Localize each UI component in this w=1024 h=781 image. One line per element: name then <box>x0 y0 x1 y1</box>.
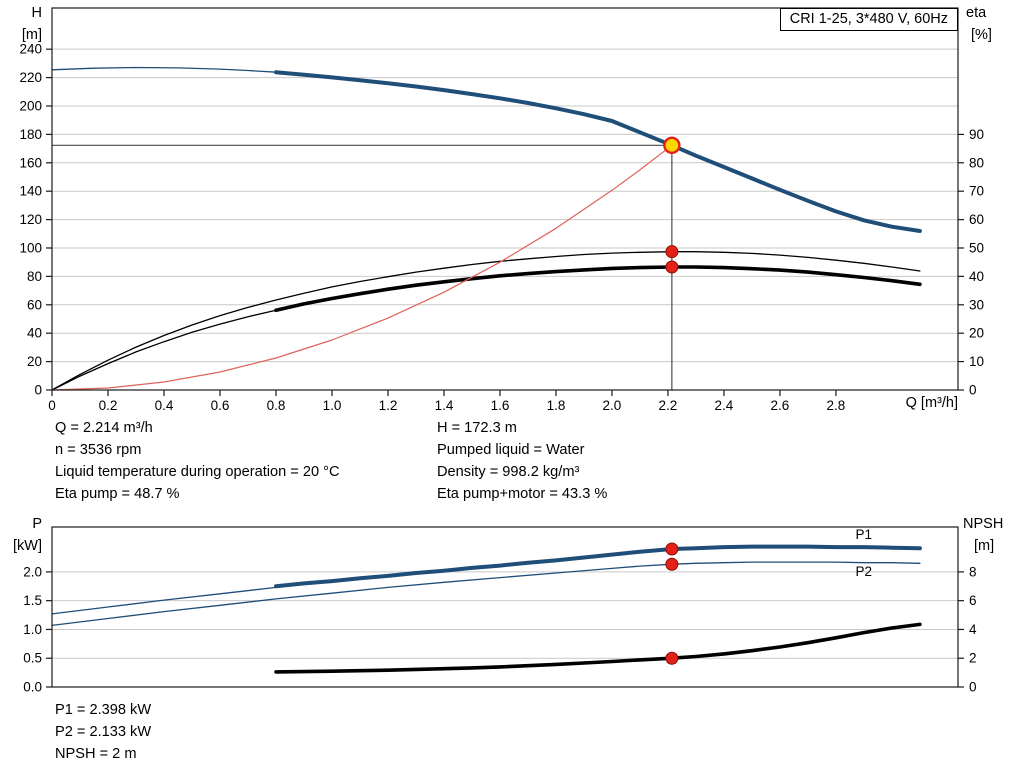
y-left-tick-label: 100 <box>19 240 42 255</box>
h-axis-unit: [m] <box>21 27 42 43</box>
npsh-point <box>665 651 679 665</box>
x-tick-label: 0.4 <box>155 398 174 413</box>
y-right-tick-label: 20 <box>969 326 984 341</box>
y-right-tick-label: 50 <box>969 240 984 255</box>
x-tick-label: 0.6 <box>211 398 230 413</box>
y-right-tick-label: 30 <box>969 297 984 312</box>
p1-curve <box>274 544 922 589</box>
head-curve <box>274 70 922 233</box>
info-head: H = 172.3 m <box>437 420 517 436</box>
info-density: Density = 998.2 kg/m³ <box>437 464 580 480</box>
y-right-tick-label: 8 <box>969 564 977 579</box>
y-left-tick-label: 20 <box>27 354 42 369</box>
y-left-tick-label: 220 <box>19 70 42 85</box>
eta-pump-point <box>665 245 679 259</box>
x-tick-label: 1.6 <box>491 398 510 413</box>
y-right-tick-label: 0 <box>969 383 977 398</box>
p1-point <box>665 542 679 556</box>
x-tick-label: 1.2 <box>379 398 398 413</box>
y-right-tick-label: 6 <box>969 593 977 608</box>
y-right-tick-label: 80 <box>969 155 984 170</box>
p1-curve-label: P1 <box>856 527 873 542</box>
p-axis-title: P <box>32 516 42 532</box>
x-tick-label: 2.8 <box>827 398 846 413</box>
info-speed: n = 3536 rpm <box>55 442 142 458</box>
y-right-tick-label: 0 <box>969 680 977 695</box>
y-left-tick-label: 1.0 <box>23 622 42 637</box>
y-left-tick-label: 2.0 <box>23 564 42 579</box>
info-npsh: NPSH = 2 m <box>55 746 137 762</box>
y-right-tick-label: 10 <box>969 354 984 369</box>
x-tick-label: 1.0 <box>323 398 342 413</box>
y-right-tick-label: 4 <box>969 622 977 637</box>
operating-data-right-column: H = 172.3 m Pumped liquid = Water Densit… <box>437 417 607 505</box>
eta-axis-title: eta <box>966 5 987 21</box>
y-left-tick-label: 0 <box>34 383 42 398</box>
pump-model-box: CRI 1-25, 3*480 V, 60Hz <box>779 8 958 31</box>
head-efficiency-chart-frame <box>51 7 959 391</box>
info-p2: P2 = 2.133 kW <box>55 724 152 740</box>
npsh-axis-title: NPSH <box>963 516 1004 532</box>
y-left-tick-label: 80 <box>27 269 42 284</box>
x-tick-label: 2.2 <box>659 398 678 413</box>
y-left-tick-label: 160 <box>19 155 42 170</box>
eta-axis-unit: [%] <box>971 27 992 43</box>
info-pumped-liquid: Pumped liquid = Water <box>437 442 585 458</box>
x-tick-label: 2.6 <box>771 398 790 413</box>
p2-curve-label: P2 <box>856 564 873 579</box>
duty-point <box>663 136 681 155</box>
info-p1: P1 = 2.398 kW <box>55 702 152 718</box>
y-left-tick-label: 200 <box>19 98 42 113</box>
info-liquid-temperature: Liquid temperature during operation = 20… <box>55 464 340 480</box>
y-left-tick-label: 140 <box>19 184 42 199</box>
x-tick-label: 0.8 <box>267 398 286 413</box>
y-left-tick-label: 0.5 <box>23 651 42 666</box>
y-left-tick-label: 60 <box>27 297 42 312</box>
y-right-tick-label: 70 <box>969 184 984 199</box>
info-eta-pump: Eta pump = 48.7 % <box>55 486 180 502</box>
y-left-tick-label: 120 <box>19 212 42 227</box>
eta-pump-curve <box>51 251 921 391</box>
info-eta-pump-motor: Eta pump+motor = 43.3 % <box>437 486 608 502</box>
power-npsh-chart-frame <box>51 526 959 688</box>
y-right-tick-label: 2 <box>969 651 977 666</box>
h-axis-title: H <box>31 5 42 21</box>
x-tick-label: 1.4 <box>435 398 454 413</box>
x-tick-label: 2.0 <box>603 398 622 413</box>
p2-curve <box>51 561 921 627</box>
y-right-tick-label: 60 <box>969 212 984 227</box>
y-right-tick-label: 40 <box>969 269 984 284</box>
system-curve <box>51 144 673 391</box>
eta-pump-motor-curve-low-flow <box>51 309 277 391</box>
y-right-tick-label: 90 <box>969 127 984 142</box>
y-left-tick-label: 240 <box>19 42 42 57</box>
eta-pump-motor-curve <box>274 265 922 313</box>
x-tick-label: 1.8 <box>547 398 566 413</box>
y-left-tick-label: 40 <box>27 326 42 341</box>
info-flow: Q = 2.214 m³/h <box>55 420 153 436</box>
p2-point <box>665 557 679 571</box>
y-left-tick-label: 1.5 <box>23 593 42 608</box>
p1-curve-low-flow <box>51 586 277 615</box>
head-curve-low-flow <box>51 66 277 73</box>
eta-pump-motor-point <box>665 260 679 274</box>
npsh-axis-unit: [m] <box>974 538 995 554</box>
npsh-curve <box>274 622 922 674</box>
y-left-tick-label: 180 <box>19 127 42 142</box>
operating-data-left-column: Q = 2.214 m³/h n = 3536 rpm Liquid tempe… <box>55 417 340 505</box>
x-tick-label: 2.4 <box>715 398 734 413</box>
x-tick-label: 0 <box>48 398 56 413</box>
y-left-tick-label: 0.0 <box>23 680 42 695</box>
q-axis-label: Q [m³/h] <box>905 395 958 411</box>
x-tick-label: 0.2 <box>99 398 118 413</box>
p-axis-unit: [kW] <box>13 538 42 554</box>
power-data-column: P1 = 2.398 kW P2 = 2.133 kW NPSH = 2 m <box>55 699 151 765</box>
